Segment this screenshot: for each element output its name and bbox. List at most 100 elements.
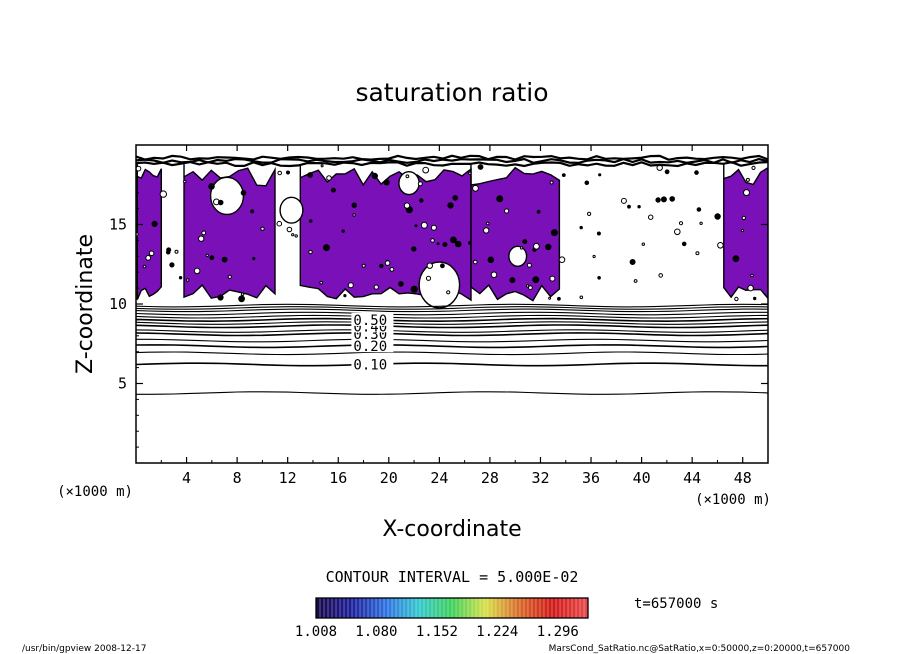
speckle-contour (633, 279, 638, 283)
speckle-contour (159, 190, 168, 198)
colorbar-segment (544, 598, 548, 618)
colorbar-segment (404, 598, 408, 618)
speckle-contour (371, 172, 378, 180)
speckle-contour (596, 231, 601, 236)
contour-label-bg (351, 357, 394, 371)
colorbar-segment (496, 598, 500, 618)
speckle-contour (217, 294, 224, 301)
speckle-contour (751, 165, 756, 170)
speckle-contour (699, 221, 703, 226)
speckle-contour (411, 246, 417, 252)
speckle-contour (419, 198, 424, 203)
speckle-contour (717, 242, 724, 249)
colorbar-segment (492, 598, 496, 618)
colorbar-segment (368, 598, 372, 618)
colorbar-segment (568, 598, 572, 618)
colorbar-segment (556, 598, 560, 618)
colorbar-tick-label: 1.152 (416, 624, 458, 640)
contour-label: 0.50 (353, 313, 387, 329)
speckle-contour (307, 172, 314, 178)
footer-right: MarsCond_SatRatio.nc@SatRatio,x=0:50000,… (549, 644, 851, 654)
colorbar-segment (448, 598, 452, 618)
colorbar-segment (356, 598, 360, 618)
speckle-contour (522, 239, 528, 245)
contour-line (136, 329, 768, 333)
speckle-contour (136, 165, 142, 172)
speckle-contour (629, 259, 636, 265)
speckle-contour (145, 255, 152, 261)
speckle-contour (209, 255, 215, 261)
speckle-contour (351, 202, 357, 208)
speckle-contour (430, 238, 435, 243)
speckle-contour (440, 263, 445, 269)
speckle-contour (389, 267, 395, 272)
colorbar-segment (428, 598, 432, 618)
speckle-contour (430, 224, 437, 231)
x-tick-label: 24 (430, 469, 448, 487)
speckle-contour (442, 242, 448, 247)
speckle-contour (526, 262, 532, 268)
labeled-contour-line (136, 324, 768, 329)
colorbar-segment (528, 598, 532, 618)
colorbar-segment (532, 598, 536, 618)
speckle-contour (678, 221, 684, 226)
labeled-contour-line (136, 362, 768, 367)
colorbar-segment (584, 598, 588, 618)
x-tick-label: 40 (633, 469, 651, 487)
speckle-contour (183, 179, 187, 184)
colorbar (315, 597, 589, 619)
speckle-contour (198, 235, 205, 242)
speckle-contour (148, 250, 155, 257)
speckle-contour (341, 229, 345, 233)
speckle-contour (696, 207, 702, 212)
x-tick-label: 36 (582, 469, 600, 487)
colorbar-segment (444, 598, 448, 618)
colorbar-segment (540, 598, 544, 618)
speckle-contour (286, 226, 293, 233)
speckle-contour (561, 173, 566, 178)
speckle-contour (217, 199, 224, 206)
speckle-contour (417, 181, 423, 187)
speckle-contour (398, 281, 404, 287)
speckle-contour (598, 173, 602, 177)
colorbar-segment (392, 598, 396, 618)
speckle-contour (205, 253, 209, 258)
contour-labels: 0.100.200.300.400.50 (351, 312, 394, 373)
top-contour-line (136, 157, 768, 165)
colorbar-segment (340, 598, 344, 618)
speckle-contour (584, 180, 590, 186)
speckle-contour (750, 273, 754, 278)
labeled-contour-line (136, 317, 768, 323)
contour-line (136, 351, 768, 356)
speckle-contour (240, 292, 245, 296)
speckle-contour (550, 229, 558, 237)
speckle-contour (648, 214, 654, 220)
colorbar-segment (468, 598, 472, 618)
colorbar-segment (332, 598, 336, 618)
speckle-contour (286, 170, 290, 175)
speckle-contour (410, 285, 418, 293)
y-tick-label: 15 (109, 216, 127, 234)
speckle-contour (142, 264, 147, 269)
x-tick-label: 32 (531, 469, 549, 487)
speckle-contour (379, 263, 384, 269)
colorbar-segment (476, 598, 480, 618)
labeled-contour-line (136, 332, 768, 337)
colorbar-tick-label: 1.080 (355, 624, 397, 640)
speckle-contour (308, 249, 313, 255)
y-tick-label: 5 (118, 375, 127, 393)
speckle-contour (660, 196, 667, 203)
speckle-contour (174, 249, 179, 254)
speckle-contour (151, 220, 158, 227)
speckle-contour (450, 236, 457, 244)
colorbar-segment (576, 598, 580, 618)
x-tick-label: 20 (380, 469, 398, 487)
speckle-contour (260, 226, 265, 232)
colorbar-tick-label: 1.296 (537, 624, 579, 640)
speckle-contour (343, 294, 347, 298)
unshaded-patch (508, 245, 528, 268)
speckle-contour (308, 219, 313, 223)
x-tick-label: 8 (233, 469, 242, 487)
contour-line (136, 308, 768, 313)
y-tick-label: 10 (109, 295, 127, 313)
